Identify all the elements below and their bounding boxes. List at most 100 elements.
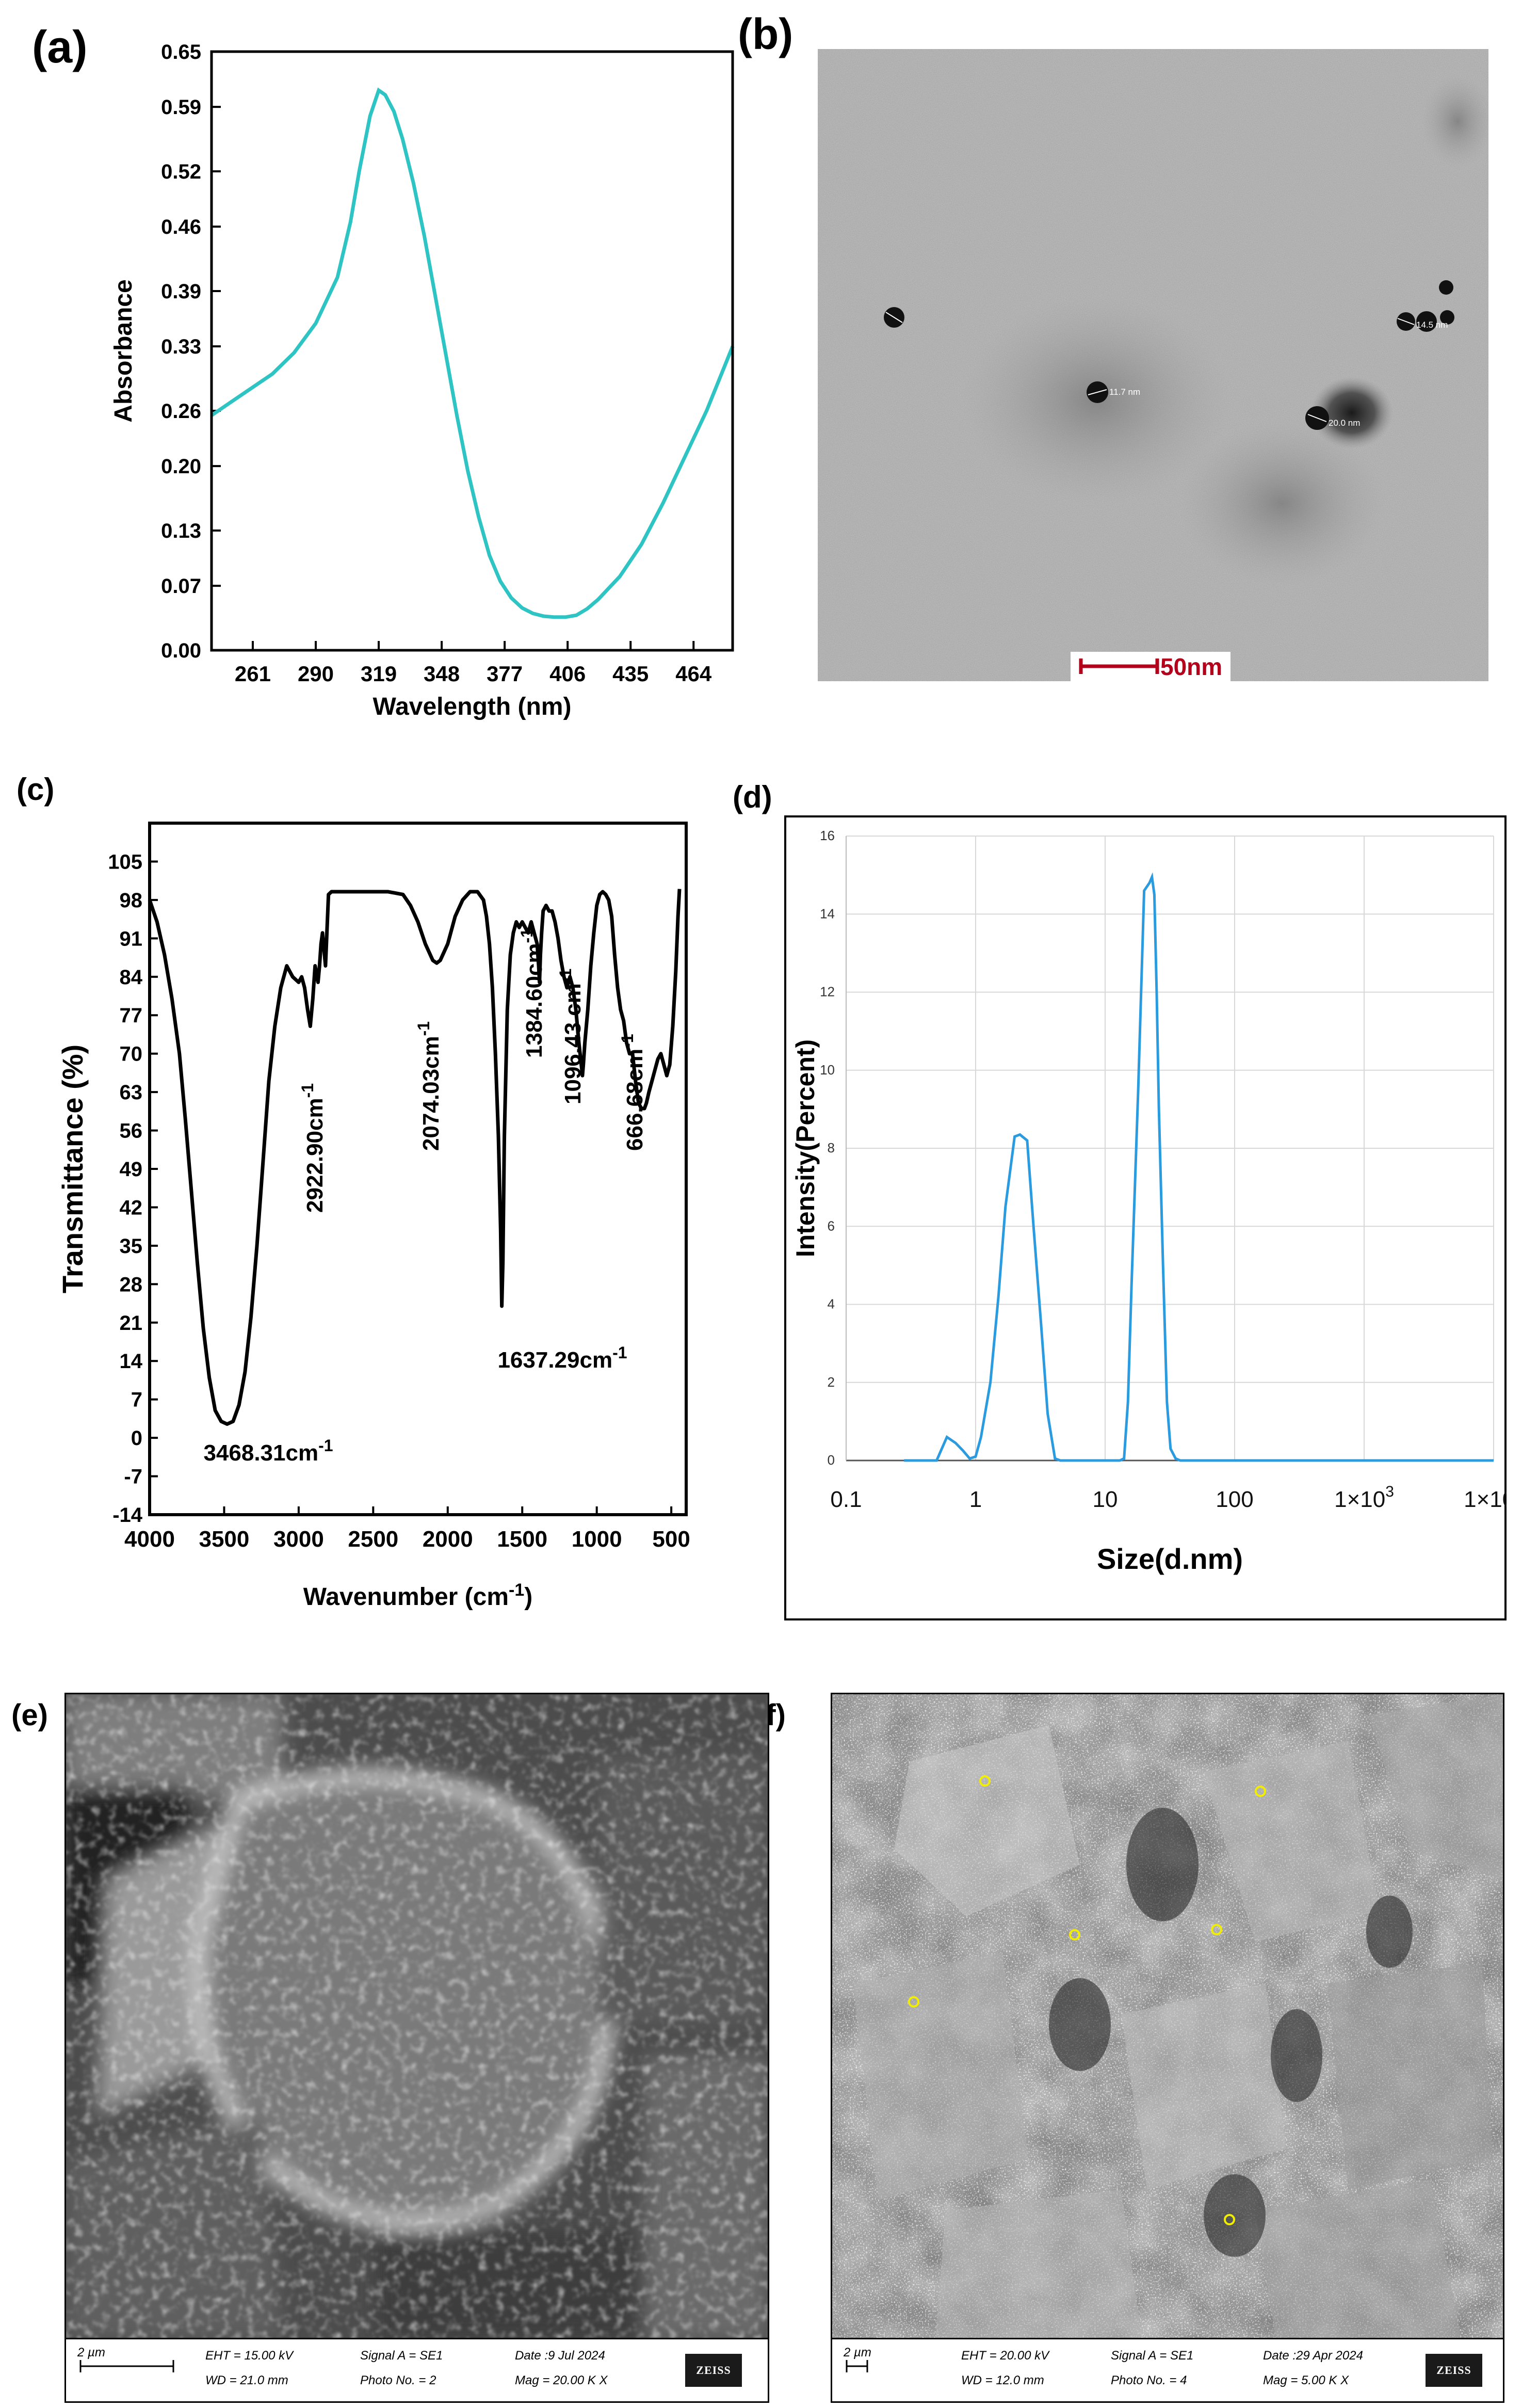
scale-bar [1079, 659, 1159, 674]
peak-annotation: 1637.29cm-1 [497, 1343, 627, 1373]
x-tick-label: 435 [612, 662, 649, 686]
y-tick-label: 42 [120, 1196, 143, 1219]
sem-signal: Signal A = SE1 [1111, 2349, 1194, 2363]
x-tick-label: 406 [549, 662, 586, 686]
sem-date: Date :29 Apr 2024 [1263, 2349, 1363, 2363]
y-tick-label: 7 [131, 1389, 142, 1411]
dls-chart: 0.1 1 10 100 1×103 1×104 0 2 4 6 8 10 12 14 16 Size(d.n… [784, 815, 1507, 1620]
y-tick-label: 2 [828, 1374, 835, 1390]
panel-label-a: (a) [32, 21, 88, 72]
eds-marker [1224, 2214, 1235, 2225]
sem-mag: Mag = 5.00 K X [1263, 2373, 1349, 2387]
x-tick-label: 348 [424, 662, 460, 686]
x-tick-label: 3000 [273, 1527, 324, 1552]
y-tick-label: 77 [120, 1004, 143, 1027]
eds-marker [908, 1996, 919, 2008]
zeiss-logo: ZEISS [1426, 2354, 1482, 2387]
y-tick-label: 0 [828, 1452, 835, 1468]
plot-frame [148, 822, 688, 1516]
panel-label-d: (d) [733, 780, 772, 814]
y-tick-label: 21 [120, 1312, 143, 1335]
sem-photo-no: Photo No. = 2 [360, 2373, 436, 2387]
y-tick-label: 0.00 [161, 639, 201, 662]
x-tick-label: 261 [235, 662, 271, 686]
sem-info-bar: 2 µm EHT = 20.00 kV WD = 12.0 mm Signal … [832, 2338, 1503, 2401]
particle-label: 14.5 nm [1416, 320, 1448, 330]
zeiss-logo: ZEISS [685, 2354, 742, 2387]
y-tick-label: 0 [131, 1427, 142, 1450]
chart-border [784, 815, 1507, 1620]
y-tick-label: 63 [120, 1081, 143, 1104]
sem-micrograph [66, 1694, 768, 2339]
y-tick-label: 14 [820, 906, 835, 921]
particle-label: 20.0 nm [1329, 418, 1360, 428]
x-tick-label: 464 [675, 662, 712, 686]
x-tick-label: 290 [298, 662, 334, 686]
eds-marker [1255, 1786, 1266, 1797]
ftir-chart: 4000 3500 3000 2500 2000 1500 1000 500 -14 -7 0 7 14… [56, 822, 690, 1611]
y-tick-label: 16 [820, 828, 835, 843]
sem-mag: Mag = 20.00 K X [515, 2373, 608, 2387]
plot-frame [210, 50, 734, 652]
eds-marker [1069, 1929, 1080, 1940]
eds-markers [908, 1775, 1266, 2225]
sem-photo-no: Photo No. = 4 [1111, 2373, 1187, 2387]
nanoparticle [1439, 280, 1453, 295]
x-tick-label: 4000 [124, 1527, 175, 1552]
y-tick-label: 98 [120, 889, 143, 912]
x-tick-label: 500 [652, 1527, 690, 1552]
peak-annotation: 666.68cm-1 [618, 1034, 647, 1151]
y-tick-label: 10 [820, 1062, 835, 1078]
peak-annotation: 1384.60cm-1 [517, 928, 547, 1058]
peak-annotation: 3468.31cm-1 [203, 1436, 333, 1466]
x-tick-label: 0.1 [830, 1487, 862, 1512]
y-tick-label: 0.33 [161, 335, 201, 358]
scale-bar-label: 50nm [1160, 653, 1222, 680]
x-tick-label: 1500 [497, 1527, 547, 1552]
y-tick-label: 28 [120, 1273, 143, 1296]
nanoparticle [1416, 311, 1437, 332]
x-axis-title: Wavelength (nm) [373, 693, 572, 720]
sem-wd: WD = 12.0 mm [961, 2373, 1044, 2387]
sem-scale-label: 2 µm [77, 2346, 105, 2359]
peak-annotation: 1096.43 cm-1 [556, 969, 586, 1104]
sem-signal: Signal A = SE1 [360, 2349, 443, 2363]
peak-annotation: 2922.90cm-1 [298, 1083, 328, 1213]
tem-image: 11.7 nm 20.0 nm 14.5 nm 50nm [818, 49, 1488, 681]
y-axis-title: Transmittance (%) [56, 1045, 89, 1293]
sem-wd: WD = 21.0 mm [205, 2373, 288, 2387]
y-tick-label: 0.20 [161, 455, 201, 478]
uv-vis-chart: 261 290 319 348 377 406 435 464 0.00 0.07 0.13 0.20… [110, 41, 735, 720]
sem-eht: EHT = 20.00 kV [961, 2349, 1049, 2363]
intensity-series-line [904, 872, 1494, 1462]
y-tick-label: 0.65 [161, 41, 201, 63]
y-tick-label: 35 [120, 1235, 143, 1258]
y-tick-label: 0.52 [161, 160, 201, 183]
x-tick-label: 1000 [572, 1527, 622, 1552]
x-tick-label: 319 [361, 662, 397, 686]
y-tick-label: 0.26 [161, 400, 201, 423]
y-axis-title: Absorbance [110, 279, 137, 422]
particle-measure-lines [885, 312, 1415, 422]
y-tick-label: 8 [828, 1140, 835, 1155]
y-tick-label: 105 [108, 850, 142, 873]
y-tick-label: 0.59 [161, 96, 201, 119]
x-axis-title: Size(d.nm) [1097, 1543, 1243, 1575]
y-tick-label: -14 [112, 1504, 143, 1527]
y-tick-label: 0.39 [161, 280, 201, 303]
x-tick-label: 100 [1216, 1487, 1253, 1512]
panel-label-c: (c) [17, 772, 55, 807]
y-tick-label: 4 [828, 1296, 835, 1312]
y-tick-label: 49 [120, 1158, 143, 1181]
panel-label-b: (b) [738, 10, 794, 58]
sem-scale-label: 2 µm [844, 2346, 871, 2359]
sem-info-bar: 2 µm EHT = 15.00 kV WD = 21.0 mm Signal … [66, 2338, 768, 2401]
particle-label: 11.7 nm [1109, 387, 1140, 397]
x-tick-label: 1×103 [1334, 1483, 1394, 1512]
x-tick-label: 2500 [348, 1527, 398, 1552]
transmittance-series-line [148, 889, 682, 1426]
y-tick-label: 0.13 [161, 520, 201, 542]
x-tick-label: 1×104 [1464, 1483, 1507, 1512]
panel-label-e: (e) [11, 1698, 48, 1732]
sem-image-f: 2 µm EHT = 20.00 kV WD = 12.0 mm Signal … [831, 1693, 1504, 2403]
